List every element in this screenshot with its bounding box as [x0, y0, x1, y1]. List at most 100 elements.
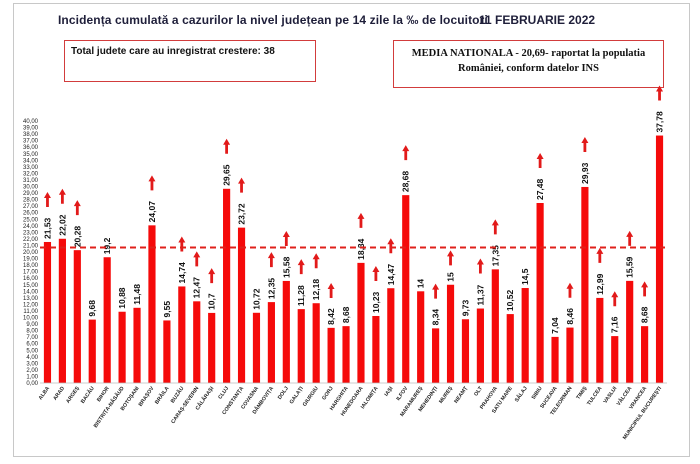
x-category-label: ALBA [38, 386, 51, 402]
bar-value-label: 24,07 [147, 201, 157, 223]
bar-value-label: 10,23 [371, 291, 381, 313]
trend-up-arrow-icon [372, 265, 380, 281]
y-tick-label: 39,00 [23, 126, 39, 132]
bar-value-label: 14,5 [520, 268, 530, 285]
x-category-label: ARAD [52, 386, 66, 402]
x-category-label: TULCEA [586, 386, 603, 407]
bar [148, 225, 156, 383]
bar-value-label: 9,68 [87, 300, 97, 317]
y-tick-label: 29,00 [23, 191, 39, 197]
y-tick-label: 6,00 [26, 342, 38, 348]
trend-up-arrow-icon [476, 258, 484, 274]
trend-up-arrow-icon [58, 188, 66, 204]
trend-up-arrow-icon [611, 291, 619, 307]
bar [282, 280, 290, 383]
y-tick-label: 34,00 [23, 158, 39, 164]
bar [73, 250, 81, 383]
bar-value-label: 29,65 [222, 164, 232, 186]
y-tick-label: 4,00 [26, 355, 38, 361]
y-tick-label: 35,00 [23, 152, 39, 158]
bar-value-label: 8,46 [565, 308, 575, 325]
bar-value-label: 7,16 [610, 316, 620, 333]
bar [506, 314, 514, 383]
bar [163, 320, 171, 383]
bar [357, 262, 365, 383]
bar-value-label: 8,42 [326, 308, 336, 325]
bar [297, 309, 305, 383]
trend-up-arrow-icon [148, 175, 156, 191]
bar [178, 286, 186, 383]
y-tick-label: 19,00 [23, 257, 39, 263]
bar-value-label: 21,53 [42, 217, 52, 239]
trend-up-arrow-icon [641, 281, 649, 297]
bar [193, 301, 201, 383]
bar-value-label: 20,28 [72, 226, 82, 248]
bar-value-label: 7,04 [550, 317, 560, 334]
trend-up-arrow-icon [193, 251, 201, 267]
bar [342, 326, 350, 383]
bar [237, 227, 246, 383]
trend-up-arrow-icon [43, 191, 51, 207]
y-tick-label: 7,00 [26, 335, 38, 341]
x-category-label: ILFOV [396, 385, 410, 402]
chart-frame [13, 3, 690, 457]
y-tick-label: 22,00 [23, 237, 39, 243]
x-category-label: MUREȘ [438, 385, 454, 404]
bar [446, 284, 455, 383]
y-tick-label: 27,00 [23, 204, 39, 210]
y-tick-label: 36,00 [23, 145, 39, 151]
y-tick-label: 24,00 [23, 224, 39, 230]
national-average-line2: României, conform datelor INS [458, 63, 599, 74]
bar-value-label: 14,74 [177, 262, 187, 284]
trend-up-arrow-icon [536, 153, 544, 169]
y-tick-label: 15,00 [23, 283, 39, 289]
y-tick-label: 33,00 [23, 165, 39, 171]
y-tick-label: 18,00 [23, 263, 39, 269]
y-tick-label: 21,00 [23, 243, 39, 249]
trend-up-arrow-icon [297, 259, 305, 275]
bar [655, 135, 664, 383]
bar [641, 326, 649, 383]
x-category-label: OLT [473, 385, 484, 397]
date-label: 11 FEBRUARIE 2022 [479, 13, 596, 27]
y-tick-label: 8,00 [26, 329, 38, 335]
y-tick-label: 16,00 [23, 276, 39, 282]
bar [387, 288, 395, 383]
bar [223, 188, 231, 383]
counties-increase-box: Total judete care au inregistrat crester… [64, 40, 316, 82]
bar-value-label: 18,34 [356, 238, 366, 260]
y-tick-label: 38,00 [23, 132, 39, 138]
trend-up-arrow-icon [327, 283, 335, 299]
x-category-label: CLUJ [217, 386, 230, 401]
bar [461, 319, 470, 383]
bar-value-label: 15,59 [625, 256, 635, 278]
bar [103, 257, 111, 383]
bar [402, 195, 410, 383]
bar [432, 328, 440, 383]
chart-title: Incidența cumulată a cazurilor la nivel … [58, 13, 488, 27]
bar [43, 241, 52, 383]
bar-value-label: 15,58 [281, 256, 291, 278]
bar-value-label: 10,52 [505, 290, 515, 312]
bar [476, 308, 484, 383]
y-tick-label: 17,00 [23, 270, 39, 276]
bar [596, 297, 604, 383]
bar-value-label: 28,68 [401, 171, 411, 193]
bar-value-label: 14 [416, 279, 426, 289]
bar-value-label: 15 [446, 272, 456, 282]
bar-value-label: 9,73 [460, 299, 470, 316]
y-tick-label: 30,00 [23, 185, 39, 191]
bar-value-label: 27,48 [535, 178, 545, 200]
y-tick-label: 31,00 [23, 178, 39, 184]
bar-value-label: 19,2 [102, 237, 112, 254]
bar-value-label: 8,34 [431, 309, 441, 326]
bar-value-label: 29,93 [580, 162, 590, 184]
trend-up-arrow-icon [73, 200, 81, 216]
bar [208, 312, 216, 383]
trend-up-arrow-icon [267, 252, 275, 268]
y-tick-label: 2,00 [26, 368, 38, 374]
bar-value-label: 23,72 [237, 203, 247, 225]
x-category-label: DOLJ [277, 386, 290, 401]
y-tick-label: 0,00 [26, 381, 38, 387]
bar [267, 302, 275, 383]
